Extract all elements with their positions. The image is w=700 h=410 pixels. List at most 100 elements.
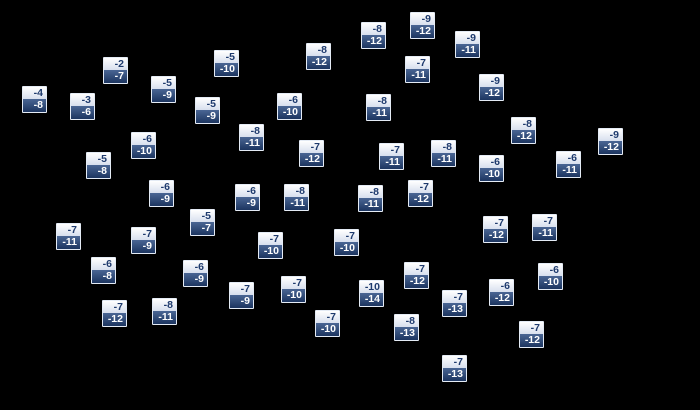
high-temp-value: -7 bbox=[406, 57, 429, 69]
temperature-label[interactable]: -5 -10 bbox=[214, 50, 239, 77]
high-temp-value: -7 bbox=[405, 263, 428, 275]
temperature-label[interactable]: -5 -9 bbox=[151, 76, 176, 103]
temperature-label[interactable]: -6 -10 bbox=[131, 132, 156, 159]
temperature-label[interactable]: -8 -11 bbox=[358, 185, 383, 212]
low-temp-value: -11 bbox=[456, 44, 479, 57]
temperature-label[interactable]: -6 -10 bbox=[538, 263, 563, 290]
temperature-label[interactable]: -7 -9 bbox=[131, 227, 156, 254]
low-temp-value: -7 bbox=[104, 70, 127, 83]
high-temp-value: -8 bbox=[359, 186, 382, 198]
low-temp-value: -11 bbox=[359, 198, 382, 211]
temperature-label[interactable]: -2 -7 bbox=[103, 57, 128, 84]
temperature-label[interactable]: -5 -8 bbox=[86, 152, 111, 179]
temperature-label[interactable]: -6 -8 bbox=[91, 257, 116, 284]
temperature-label[interactable]: -7 -12 bbox=[299, 140, 324, 167]
high-temp-value: -6 bbox=[480, 156, 503, 168]
high-temp-value: -8 bbox=[512, 118, 535, 130]
temperature-label[interactable]: -5 -7 bbox=[190, 209, 215, 236]
high-temp-value: -4 bbox=[23, 87, 46, 99]
low-temp-value: -10 bbox=[480, 168, 503, 181]
temperature-label[interactable]: -7 -12 bbox=[483, 216, 508, 243]
temperature-label[interactable]: -7 -12 bbox=[519, 321, 544, 348]
temperature-label[interactable]: -6 -9 bbox=[235, 184, 260, 211]
low-temp-value: -9 bbox=[132, 240, 155, 253]
low-temp-value: -7 bbox=[191, 222, 214, 235]
low-temp-value: -12 bbox=[480, 87, 503, 100]
temperature-label[interactable]: -3 -6 bbox=[70, 93, 95, 120]
temperature-label[interactable]: -9 -12 bbox=[479, 74, 504, 101]
high-temp-value: -8 bbox=[395, 315, 418, 327]
low-temp-value: -8 bbox=[92, 270, 115, 283]
high-temp-value: -7 bbox=[132, 228, 155, 240]
low-temp-value: -10 bbox=[132, 145, 155, 158]
high-temp-value: -6 bbox=[278, 94, 301, 106]
temperature-label[interactable]: -10 -14 bbox=[359, 280, 384, 307]
high-temp-value: -6 bbox=[92, 258, 115, 270]
low-temp-value: -10 bbox=[282, 289, 305, 302]
temperature-label[interactable]: -8 -12 bbox=[511, 117, 536, 144]
temperature-label[interactable]: -8 -11 bbox=[239, 124, 264, 151]
high-temp-value: -7 bbox=[443, 356, 466, 368]
temperature-label[interactable]: -9 -11 bbox=[455, 31, 480, 58]
temperature-label[interactable]: -6 -9 bbox=[183, 260, 208, 287]
high-temp-value: -5 bbox=[215, 51, 238, 63]
temperature-label[interactable]: -7 -12 bbox=[102, 300, 127, 327]
high-temp-value: -9 bbox=[599, 129, 622, 141]
low-temp-value: -8 bbox=[87, 165, 110, 178]
high-temp-value: -7 bbox=[282, 277, 305, 289]
temperature-label[interactable]: -5 -9 bbox=[195, 97, 220, 124]
low-temp-value: -12 bbox=[411, 25, 434, 38]
temperature-label[interactable]: -7 -13 bbox=[442, 290, 467, 317]
low-temp-value: -11 bbox=[557, 164, 580, 177]
temperature-label[interactable]: -9 -12 bbox=[598, 128, 623, 155]
high-temp-value: -6 bbox=[539, 264, 562, 276]
temperature-label[interactable]: -8 -11 bbox=[366, 94, 391, 121]
temperature-label[interactable]: -7 -12 bbox=[408, 180, 433, 207]
low-temp-value: -9 bbox=[196, 110, 219, 123]
temperature-label[interactable]: -6 -10 bbox=[277, 93, 302, 120]
temperature-label[interactable]: -7 -11 bbox=[56, 223, 81, 250]
temperature-label[interactable]: -8 -11 bbox=[431, 140, 456, 167]
temperature-label[interactable]: -6 -10 bbox=[479, 155, 504, 182]
temperature-label[interactable]: -8 -11 bbox=[152, 298, 177, 325]
temperature-label[interactable]: -6 -12 bbox=[489, 279, 514, 306]
temperature-label[interactable]: -7 -10 bbox=[281, 276, 306, 303]
low-temp-value: -9 bbox=[152, 89, 175, 102]
low-temp-value: -11 bbox=[153, 311, 176, 324]
temperature-label[interactable]: -7 -13 bbox=[442, 355, 467, 382]
temperature-label[interactable]: -7 -9 bbox=[229, 282, 254, 309]
high-temp-value: -8 bbox=[153, 299, 176, 311]
high-temp-value: -9 bbox=[480, 75, 503, 87]
temperature-label[interactable]: -4 -8 bbox=[22, 86, 47, 113]
high-temp-value: -7 bbox=[335, 230, 358, 242]
temperature-label[interactable]: -8 -12 bbox=[361, 22, 386, 49]
temperature-label[interactable]: -6 -9 bbox=[149, 180, 174, 207]
low-temp-value: -12 bbox=[490, 292, 513, 305]
low-temp-value: -11 bbox=[380, 156, 403, 169]
high-temp-value: -7 bbox=[533, 215, 556, 227]
temperature-label[interactable]: -8 -12 bbox=[306, 43, 331, 70]
temperature-label[interactable]: -8 -13 bbox=[394, 314, 419, 341]
high-temp-value: -7 bbox=[520, 322, 543, 334]
temperature-label[interactable]: -7 -11 bbox=[379, 143, 404, 170]
temperature-label[interactable]: -7 -10 bbox=[315, 310, 340, 337]
temperature-label[interactable]: -9 -12 bbox=[410, 12, 435, 39]
temperature-label[interactable]: -6 -11 bbox=[556, 151, 581, 178]
temperature-label[interactable]: -7 -11 bbox=[532, 214, 557, 241]
high-temp-value: -7 bbox=[316, 311, 339, 323]
temperature-label[interactable]: -8 -11 bbox=[284, 184, 309, 211]
high-temp-value: -5 bbox=[196, 98, 219, 110]
low-temp-value: -12 bbox=[520, 334, 543, 347]
temperature-label[interactable]: -7 -12 bbox=[404, 262, 429, 289]
low-temp-value: -14 bbox=[360, 293, 383, 306]
low-temp-value: -12 bbox=[300, 153, 323, 166]
temperature-label[interactable]: -7 -11 bbox=[405, 56, 430, 83]
temperature-label[interactable]: -7 -10 bbox=[258, 232, 283, 259]
temperature-label[interactable]: -7 -10 bbox=[334, 229, 359, 256]
low-temp-value: -11 bbox=[57, 236, 80, 249]
low-temp-value: -11 bbox=[240, 137, 263, 150]
low-temp-value: -9 bbox=[150, 193, 173, 206]
high-temp-value: -8 bbox=[240, 125, 263, 137]
high-temp-value: -8 bbox=[285, 185, 308, 197]
